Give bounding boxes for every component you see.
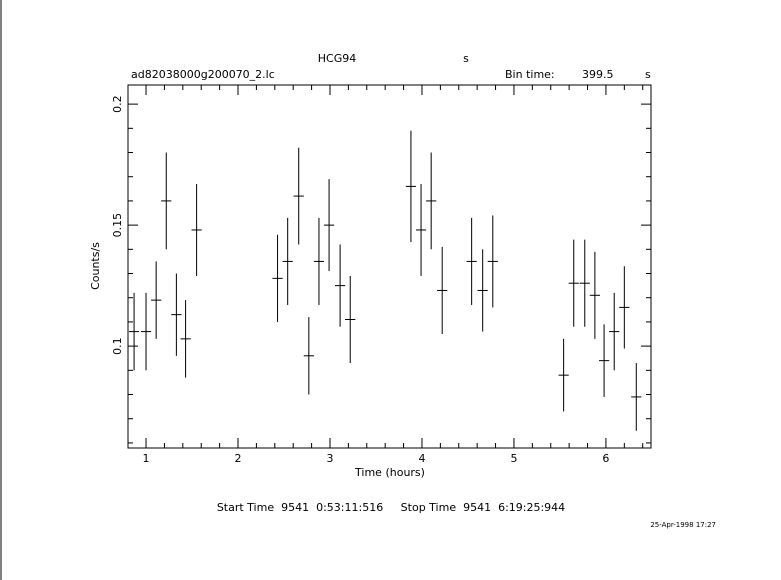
y-axis-label: Counts/s (89, 242, 102, 290)
x-tick-label: 6 (602, 452, 609, 465)
bin-time-label: Bin time: (505, 68, 555, 81)
y-tick-label: 0.2 (111, 95, 124, 113)
bin-time-unit: s (645, 68, 651, 81)
footer: Start Time 9541 0:53:11:516 Stop Time 95… (217, 501, 565, 514)
x-tick-label: 2 (235, 452, 242, 465)
file-name: ad82038000g200070_2.lc (131, 68, 275, 81)
x-tick-label: 5 (510, 452, 517, 465)
chart-title: HCG94 (318, 52, 356, 65)
title-unit: s (463, 52, 469, 65)
plot-frame (127, 84, 652, 449)
date: 25-Apr-1998 17:27 (650, 521, 716, 529)
x-tick-label: 1 (143, 452, 150, 465)
x-tick-label: 4 (418, 452, 425, 465)
x-tick-label: 3 (326, 452, 333, 465)
y-tick-label: 0.1 (111, 337, 124, 355)
y-tick-label: 0.15 (111, 213, 124, 238)
bin-time: 399.5 (582, 68, 614, 81)
x-axis-label: Time (hours) (354, 466, 425, 479)
